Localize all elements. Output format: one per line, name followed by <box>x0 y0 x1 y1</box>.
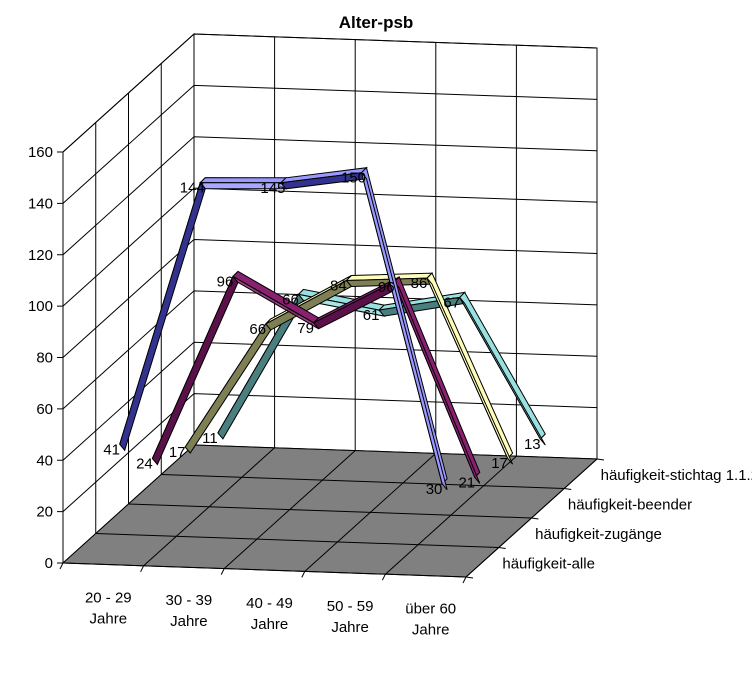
x-category-label: Jahre <box>170 613 208 630</box>
series-4 <box>119 166 448 491</box>
x-category-label: über 60 <box>405 601 456 618</box>
data-label: 13 <box>524 436 541 453</box>
gridline-horizontal <box>62 238 598 358</box>
series-layer <box>119 166 546 491</box>
y-tick-label: 0 <box>45 555 53 572</box>
y-tick-label: 140 <box>28 195 53 212</box>
chart-floor <box>61 444 599 578</box>
series-segment-side <box>426 277 514 465</box>
depth-tick <box>531 517 539 520</box>
y-tick-label: 20 <box>36 504 53 521</box>
series-3 <box>151 270 481 484</box>
x-tick <box>301 571 306 578</box>
series-name-label: häufigkeit-alle <box>502 555 595 572</box>
data-label: 144 <box>180 180 205 197</box>
floor-grid <box>95 533 499 548</box>
data-label: 24 <box>136 456 153 473</box>
data-labels: 11 66 61 67 13 17 66 84 86 17 24 96 79 96 21 41 144 145 15… <box>103 170 540 498</box>
x-category-label: Jahre <box>90 610 128 627</box>
series-name-label: häufigkeit-beender <box>568 496 692 513</box>
data-label: 145 <box>260 180 285 197</box>
data-label: 30 <box>426 481 443 498</box>
x-category-label: 20 - 29 <box>85 589 132 606</box>
data-label: 41 <box>103 441 120 458</box>
depth-tick <box>596 458 605 461</box>
x-tick <box>140 565 145 573</box>
floor-grid <box>161 474 565 489</box>
y-tick-label: 160 <box>28 144 53 161</box>
y-tick-label: 60 <box>36 401 53 418</box>
gridline-horizontal <box>62 136 598 256</box>
depth-tick <box>564 488 572 490</box>
chart-title: Alter-psb <box>339 13 414 32</box>
data-label: 79 <box>297 320 314 337</box>
x-tick <box>220 568 225 575</box>
data-label: 67 <box>443 294 460 311</box>
x-category-label: Jahre <box>412 622 450 639</box>
x-category-label: 40 - 49 <box>246 595 293 612</box>
data-label: 150 <box>341 170 366 187</box>
x-tick <box>381 573 386 581</box>
data-label: 66 <box>249 321 266 338</box>
data-label: 96 <box>378 279 395 296</box>
x-category-label: Jahre <box>251 616 289 633</box>
y-tick-label: 40 <box>36 452 53 469</box>
x-tick <box>59 562 64 570</box>
series-2 <box>184 272 514 465</box>
data-label: 96 <box>217 273 234 290</box>
gridline-horizontal <box>62 33 598 153</box>
series-name-label: häufigkeit-zugänge <box>535 526 662 543</box>
y-tick-label: 120 <box>28 247 53 264</box>
gridline-horizontal <box>62 393 598 512</box>
gridline-horizontal <box>62 187 598 307</box>
series-name-label: häufigkeit-stichtag 1.1.2011 <box>601 467 752 484</box>
x-category-label: 30 - 39 <box>166 592 213 609</box>
gridline-horizontal <box>62 84 598 204</box>
data-label: 11 <box>202 430 218 447</box>
series-segment-side <box>459 297 546 446</box>
data-label: 17 <box>491 455 508 472</box>
depth-tick <box>465 576 474 579</box>
depth-tick <box>498 547 506 549</box>
data-label: 86 <box>411 275 428 292</box>
data-label: 21 <box>458 474 475 491</box>
y-tick-label: 80 <box>36 350 53 367</box>
x-axis <box>62 562 467 578</box>
y-tick-label: 100 <box>28 298 53 315</box>
x-tick <box>462 576 467 584</box>
data-label: 17 <box>169 444 186 461</box>
series-segment-side <box>361 172 448 491</box>
axes: 0 20 40 60 80 100 120 140 160 20 - 29 Jahre 30 - 39… <box>28 144 752 639</box>
data-label: 61 <box>363 307 380 324</box>
floor-grid <box>128 503 532 519</box>
data-label: 66 <box>282 291 299 308</box>
data-label: 84 <box>330 277 347 294</box>
x-category-label: 50 - 59 <box>327 598 374 615</box>
x-category-label: Jahre <box>331 619 369 636</box>
